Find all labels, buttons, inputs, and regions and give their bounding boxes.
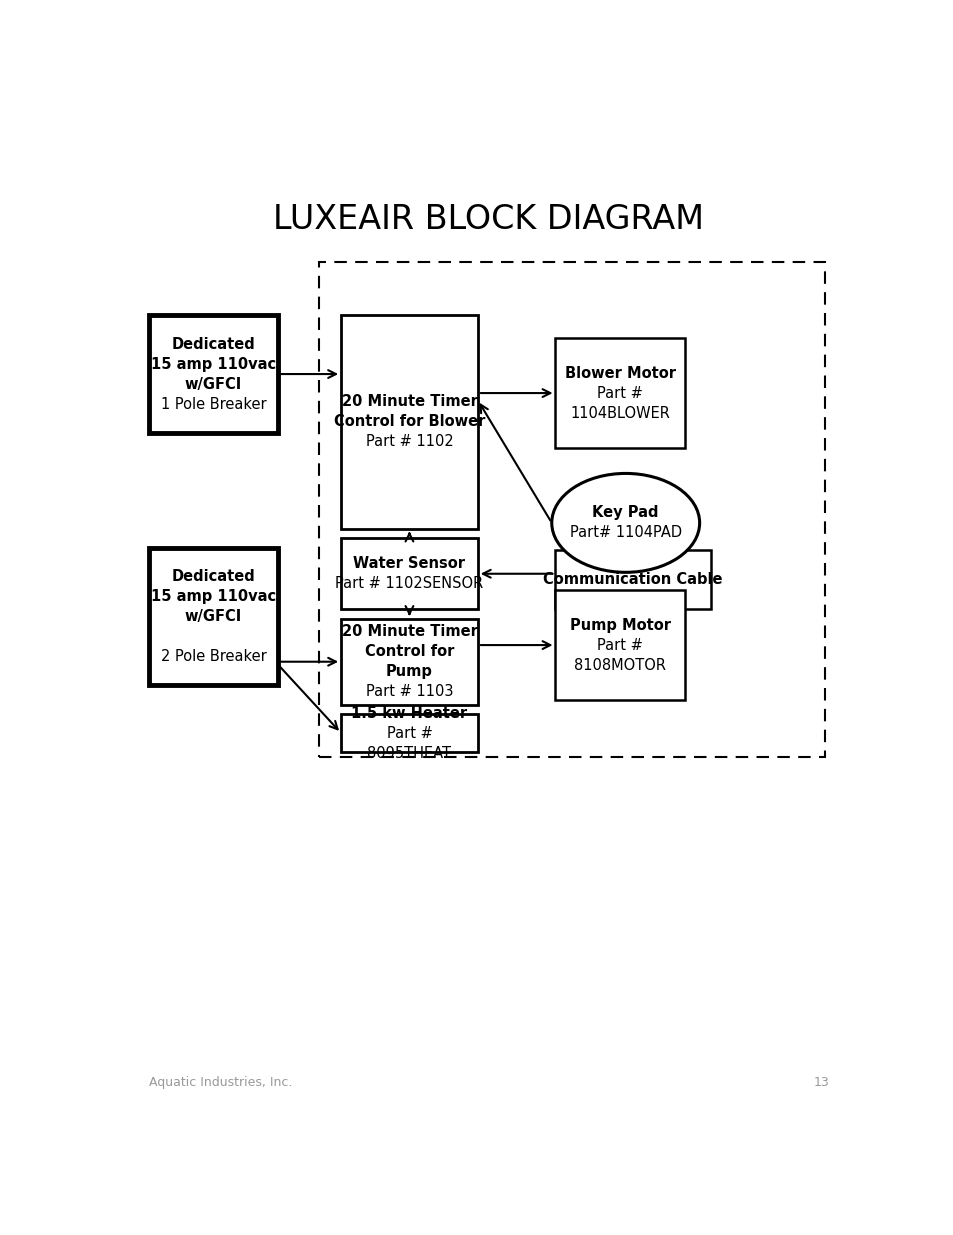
Text: LUXEAIR BLOCK DIAGRAM: LUXEAIR BLOCK DIAGRAM — [274, 203, 703, 236]
Text: 15 amp 110vac: 15 amp 110vac — [151, 357, 275, 372]
Text: Water Sensor: Water Sensor — [353, 556, 465, 572]
Text: Part #: Part # — [597, 385, 642, 400]
Text: w/GFCI: w/GFCI — [185, 609, 242, 624]
Text: 1104BLOWER: 1104BLOWER — [570, 405, 669, 421]
Bar — [341, 619, 477, 704]
Bar — [149, 315, 278, 433]
Text: Control for Blower: Control for Blower — [334, 414, 485, 429]
Bar — [341, 714, 477, 752]
Bar — [149, 547, 278, 685]
Text: Pump Motor: Pump Motor — [569, 618, 670, 632]
Text: 2 Pole Breaker: 2 Pole Breaker — [160, 648, 266, 664]
Text: 20 Minute Timer: 20 Minute Timer — [341, 624, 476, 640]
Text: 1.5 kw Heater: 1.5 kw Heater — [351, 705, 467, 720]
Text: 1 Pole Breaker: 1 Pole Breaker — [160, 396, 266, 411]
Text: Communication Cable: Communication Cable — [543, 573, 722, 588]
Text: Part #: Part # — [386, 725, 432, 741]
Bar — [318, 262, 824, 757]
Text: Dedicated: Dedicated — [172, 569, 255, 584]
Text: 15 amp 110vac: 15 amp 110vac — [151, 589, 275, 604]
Text: w/GFCI: w/GFCI — [185, 377, 242, 391]
Text: 8108MOTOR: 8108MOTOR — [574, 657, 665, 673]
Text: 13: 13 — [812, 1076, 828, 1088]
Text: Blower Motor: Blower Motor — [564, 366, 675, 380]
Text: Control for: Control for — [364, 645, 454, 659]
Text: 8095THEAT: 8095THEAT — [367, 746, 451, 761]
Bar — [555, 338, 684, 448]
Text: Part # 1103: Part # 1103 — [365, 684, 453, 699]
Bar — [341, 538, 477, 609]
Bar — [555, 590, 684, 700]
Text: Part# 1104PAD: Part# 1104PAD — [569, 525, 681, 541]
Bar — [555, 551, 710, 609]
Text: Key Pad: Key Pad — [592, 505, 659, 520]
Ellipse shape — [551, 473, 699, 572]
Bar — [341, 315, 477, 529]
Text: Dedicated: Dedicated — [172, 337, 255, 352]
Text: Aquatic Industries, Inc.: Aquatic Industries, Inc. — [149, 1076, 292, 1088]
Text: Part #: Part # — [597, 637, 642, 652]
Text: 20 Minute Timer: 20 Minute Timer — [341, 394, 476, 409]
Text: Part # 1102SENSOR: Part # 1102SENSOR — [335, 577, 483, 592]
Text: Pump: Pump — [386, 664, 433, 679]
Text: Part # 1102: Part # 1102 — [365, 433, 453, 450]
